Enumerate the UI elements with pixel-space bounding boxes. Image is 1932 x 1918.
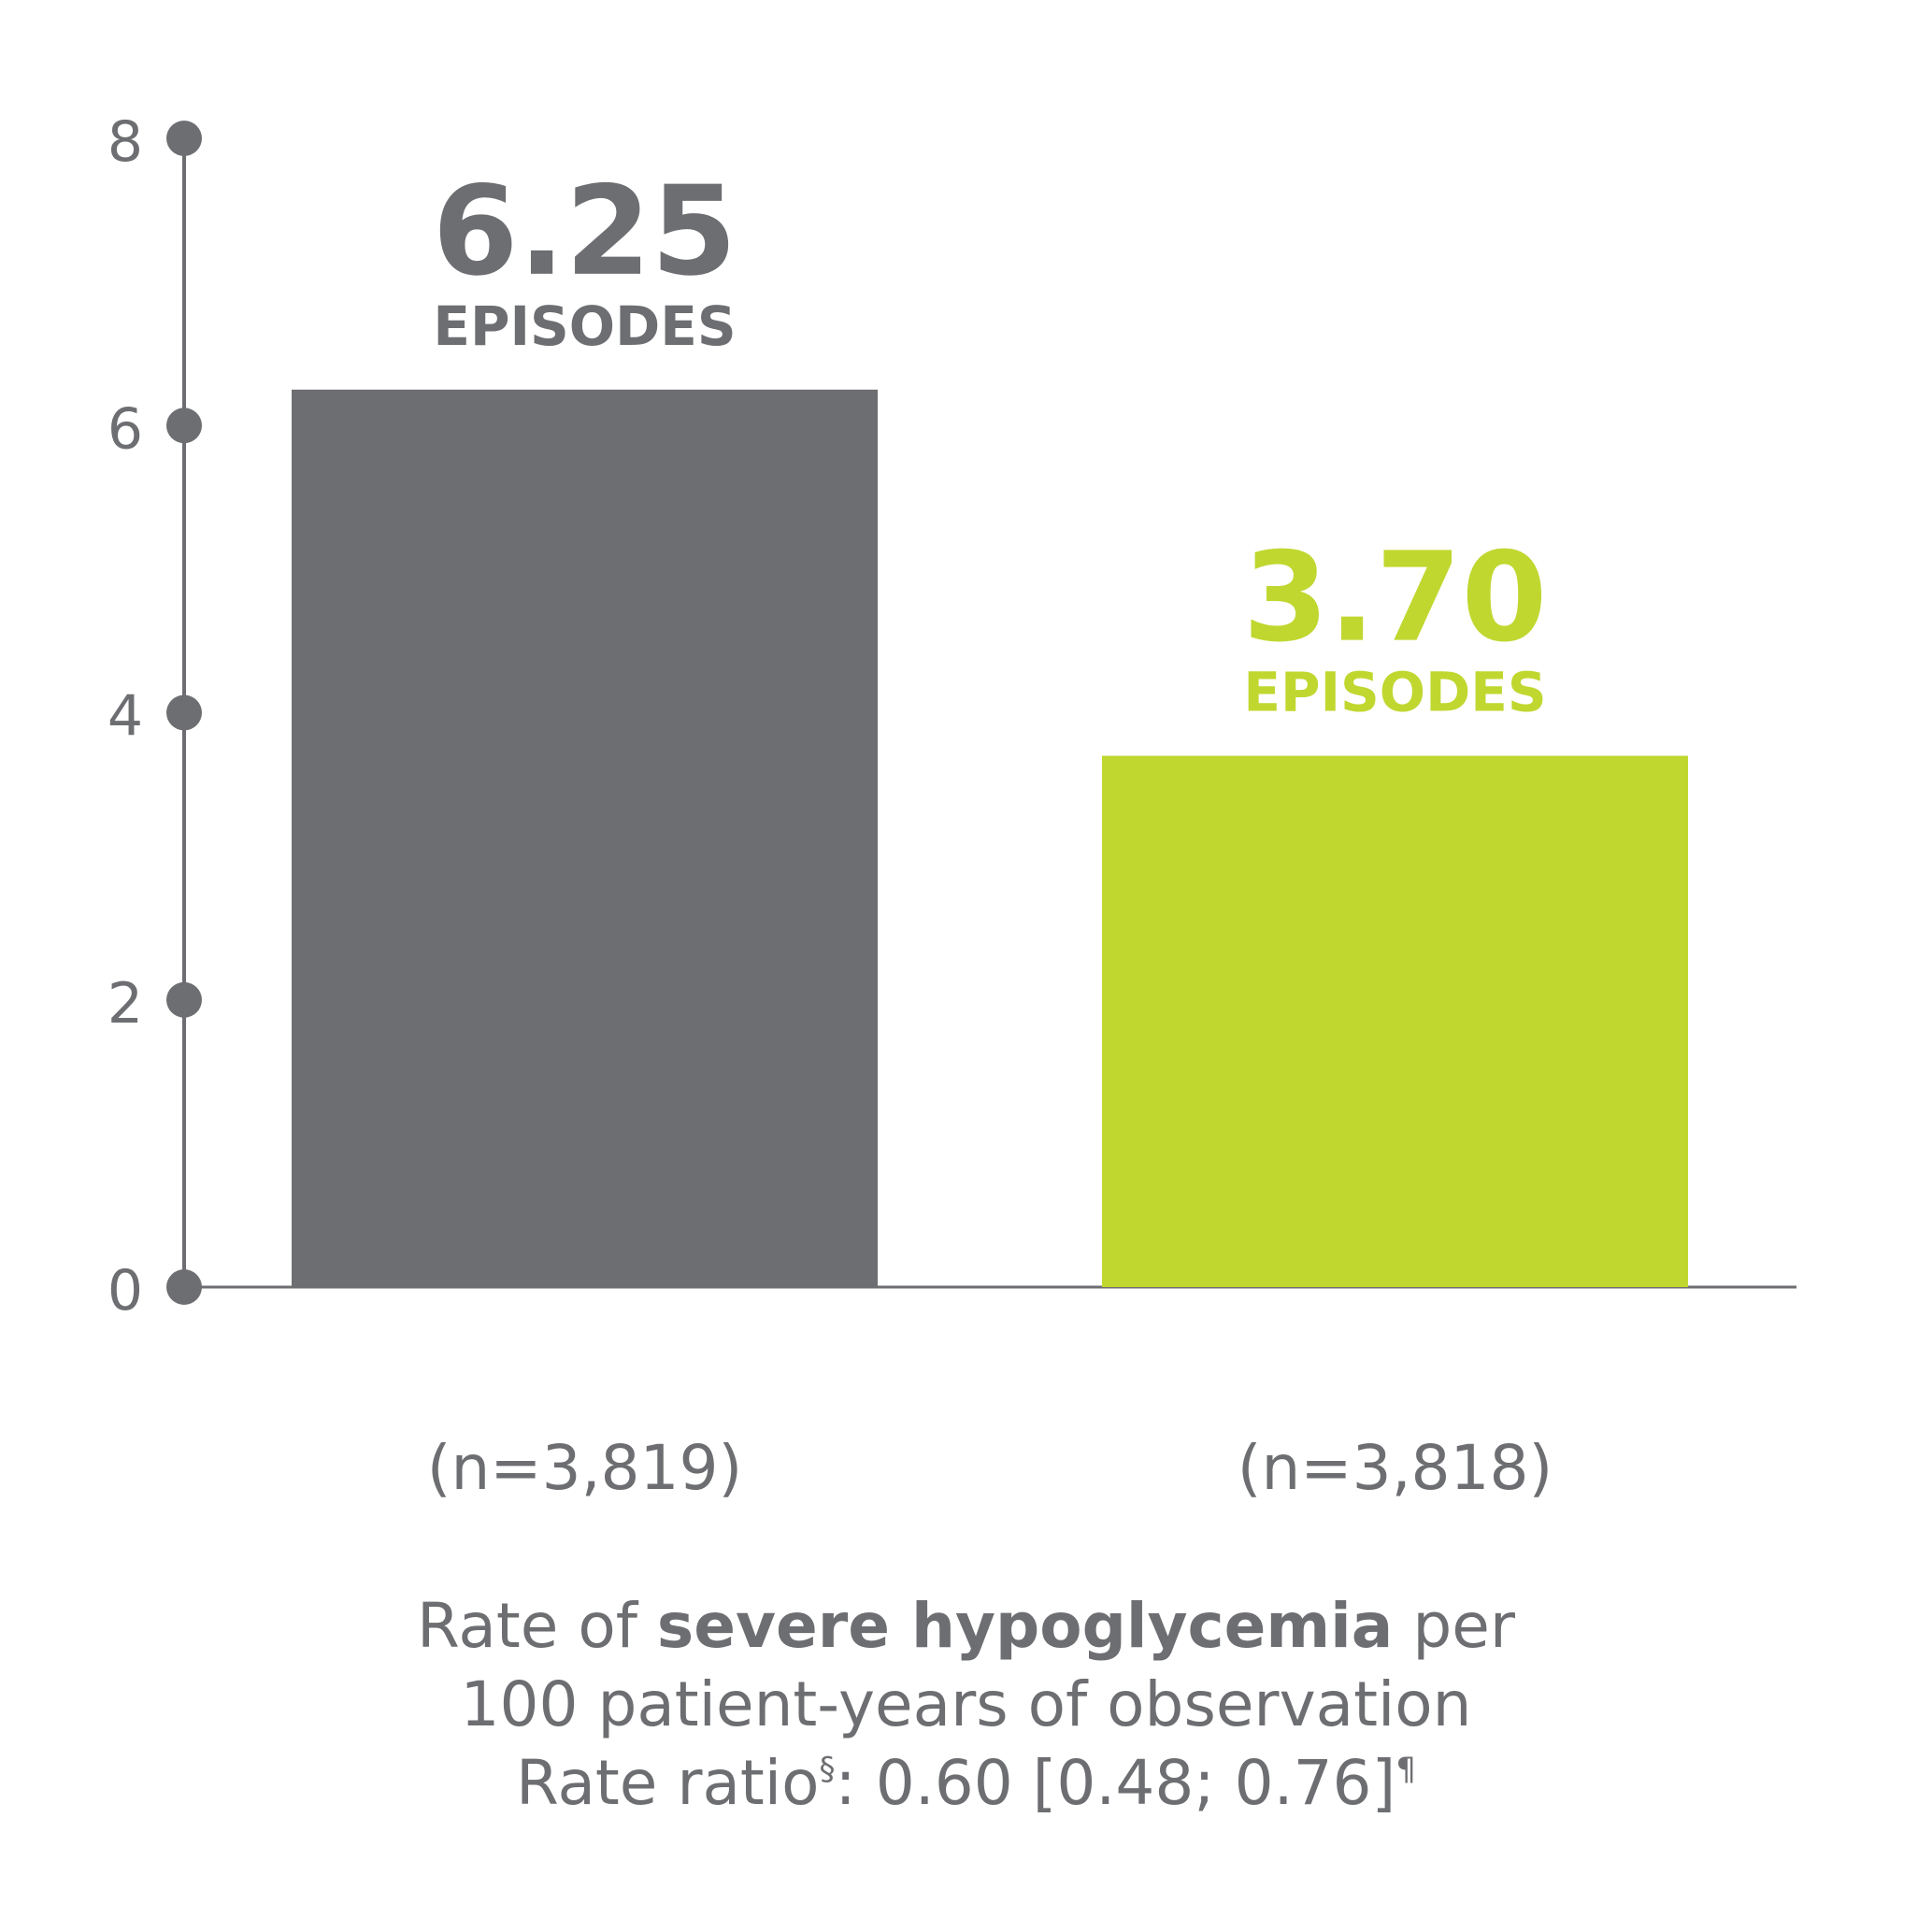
caption-line-1: Rate of severe hypoglycemia per <box>0 1587 1932 1666</box>
y-tick-marker <box>166 1269 202 1305</box>
caption-footnote-mark-2: ¶ <box>1395 1751 1416 1788</box>
caption-footnote-mark-1: § <box>819 1751 836 1788</box>
y-tick-marker <box>166 694 202 731</box>
caption-line-3: Rate ratio§: 0.60 [0.48; 0.76]¶ <box>0 1744 1932 1823</box>
y-tick-label: 4 <box>107 684 143 750</box>
y-tick-label: 2 <box>107 971 143 1037</box>
bar-unit-label: EPISODES <box>433 294 736 358</box>
y-tick-marker <box>166 408 202 444</box>
y-tick-label: 6 <box>107 396 143 462</box>
caption-line-3-value: : 0.60 [0.48; 0.76] <box>835 1747 1396 1819</box>
y-tick-label: 0 <box>107 1258 143 1324</box>
x-category-label: (n=3,818) <box>1238 1432 1553 1504</box>
y-tick-marker <box>166 981 202 1018</box>
x-category-label: (n=3,819) <box>427 1432 743 1504</box>
caption-line-1-emphasis: severe hypoglycemia <box>656 1590 1394 1662</box>
bar <box>1102 755 1688 1287</box>
bars-layer <box>292 389 1688 1287</box>
caption-line-2: 100 patient-years of observation <box>460 1668 1472 1740</box>
caption-line-1-suffix: per <box>1393 1590 1515 1662</box>
caption-line-1-prefix: Rate of <box>417 1590 657 1662</box>
bar-value-label: 6.25 <box>433 160 737 304</box>
chart-caption: Rate of severe hypoglycemia per 100 pati… <box>0 1587 1932 1823</box>
labels-layer: 6.25EPISODES(n=3,819)3.70EPISODES(n=3,81… <box>427 160 1553 1504</box>
bar-unit-label: EPISODES <box>1243 661 1546 724</box>
bar <box>292 389 878 1287</box>
y-tick-marker <box>166 121 202 156</box>
caption-line-3-prefix: Rate ratio <box>516 1747 820 1819</box>
y-tick-label: 8 <box>107 109 143 175</box>
bar-value-label: 3.70 <box>1243 526 1548 670</box>
